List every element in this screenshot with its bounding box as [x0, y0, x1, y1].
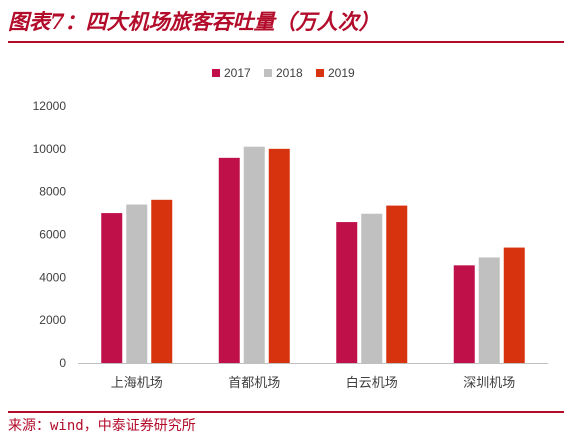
- bar-2019-2: [386, 205, 408, 363]
- bar-2019-0: [151, 199, 173, 363]
- x-tick-label: 上海机场: [111, 376, 163, 391]
- y-tick-label: 10000: [33, 142, 67, 156]
- bar-2018-1: [243, 146, 265, 363]
- legend-swatch-2017: [212, 69, 220, 77]
- x-tick-label: 首都机场: [228, 376, 280, 391]
- bar-2017-1: [218, 157, 240, 363]
- legend-label-2019: 2019: [328, 66, 355, 80]
- bar-2017-2: [336, 222, 358, 363]
- bar-2019-3: [503, 247, 525, 363]
- y-tick-label: 4000: [39, 270, 66, 284]
- legend-label-2017: 2017: [224, 66, 251, 80]
- y-tick-label: 0: [59, 356, 66, 370]
- bar-2018-2: [361, 213, 383, 363]
- y-tick-label: 12000: [33, 99, 67, 113]
- y-tick-label: 2000: [39, 313, 66, 327]
- bar-2018-0: [126, 204, 148, 363]
- source-note: 来源：wind，中泰证券研究所: [8, 418, 196, 434]
- bar-2017-0: [101, 213, 123, 363]
- bar-2017-3: [453, 265, 475, 363]
- source-divider: [8, 411, 564, 413]
- y-tick-label: 8000: [39, 185, 66, 199]
- x-tick-label: 深圳机场: [463, 376, 515, 391]
- chart-title: 图表7：四大机场旅客吞吐量（万人次）: [8, 9, 380, 34]
- x-tick-label: 白云机场: [346, 375, 398, 391]
- legend-swatch-2018: [264, 69, 272, 77]
- bar-chart: 2017 2018 2019 0 2000 4000 6000 8000 10000 12000 上…: [33, 66, 548, 391]
- legend-swatch-2019: [316, 69, 324, 77]
- y-tick-label: 6000: [39, 228, 66, 242]
- bar-2019-1: [268, 148, 290, 363]
- title-divider: [8, 41, 564, 43]
- bar-2018-3: [478, 257, 500, 363]
- legend-label-2018: 2018: [276, 66, 303, 80]
